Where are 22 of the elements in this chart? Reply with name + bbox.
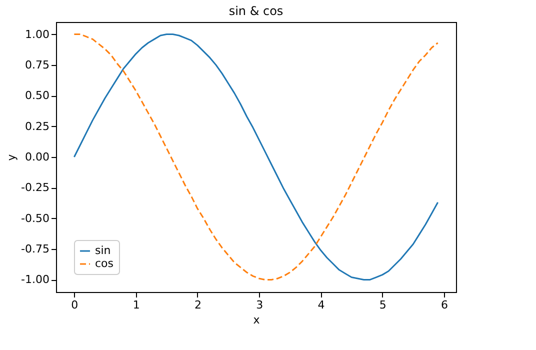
x-tick-label: 2 <box>194 298 202 312</box>
line-series <box>73 34 439 280</box>
legend-label: cos <box>95 257 114 270</box>
y-axis-title: y <box>5 154 18 161</box>
y-tick-label: -0.75 <box>21 242 50 256</box>
y-tick-label: 1.00 <box>25 28 50 41</box>
x-tick-label: 3 <box>256 298 264 312</box>
x-tick-label: 1 <box>132 298 140 312</box>
y-tick-label: -0.25 <box>21 181 50 194</box>
y-tick-label: 0.50 <box>25 89 50 102</box>
y-tick-label: 0.00 <box>25 150 50 164</box>
x-tick-label: 5 <box>379 298 386 312</box>
x-tick-label: 0 <box>71 298 78 312</box>
y-tick-label: -0.50 <box>21 212 50 225</box>
y-tick-label: -1.00 <box>21 273 50 286</box>
y-tick-label: 0.75 <box>25 58 50 72</box>
chart-title: sin & cos <box>228 4 284 18</box>
legend-label: sin <box>95 244 111 257</box>
x-tick-label: 6 <box>440 298 448 312</box>
y-tick-label: 0.25 <box>25 120 50 133</box>
x-axis-title: x <box>253 314 260 326</box>
x-tick-label: 4 <box>318 298 325 312</box>
